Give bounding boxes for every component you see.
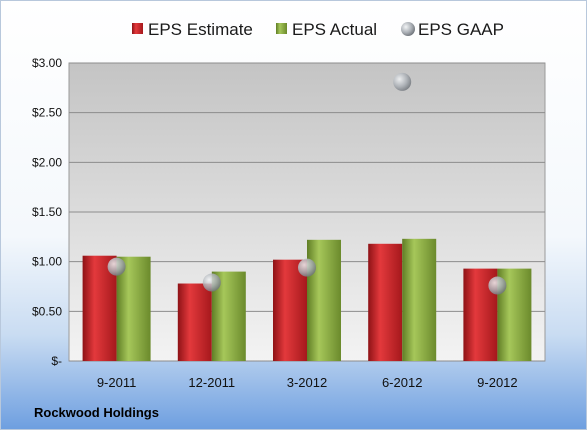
legend-swatch xyxy=(132,23,143,34)
gaap-marker xyxy=(202,273,221,292)
x-tick-label: 3-2012 xyxy=(287,375,327,390)
gaap-markers xyxy=(107,72,507,295)
legend-label: EPS Estimate xyxy=(148,20,253,39)
legend-label: EPS Actual xyxy=(292,20,377,39)
y-tick-label: $0.50 xyxy=(32,304,62,318)
x-tick-label: 6-2012 xyxy=(382,375,422,390)
y-tick-label: $2.00 xyxy=(32,155,62,169)
x-tick-label: 12-2011 xyxy=(188,375,235,390)
y-tick-label: $1.50 xyxy=(32,205,62,219)
actual-bar xyxy=(402,238,437,361)
x-axis-ticks: 9-2011 12-2011 3-2012 6-2012 9-2012 xyxy=(97,375,518,390)
actual-bar xyxy=(307,239,341,361)
y-tick-label: $- xyxy=(51,354,62,368)
y-axis-ticks: $- $0.50 $1.00 $1.50 $2.00 $2.50 $3.00 xyxy=(32,56,62,368)
legend: EPS Estimate EPS Actual EPS GAAP xyxy=(132,20,504,39)
legend-swatch xyxy=(401,22,415,36)
y-tick-label: $3.00 xyxy=(32,56,62,70)
legend-label: EPS GAAP xyxy=(418,20,504,39)
estimate-bar xyxy=(177,283,212,361)
gaap-marker xyxy=(107,257,126,276)
gaap-marker xyxy=(393,72,412,91)
estimate-bar xyxy=(273,259,307,361)
x-tick-label: 9-2011 xyxy=(97,375,137,390)
y-tick-label: $1.00 xyxy=(32,255,62,269)
estimate-bar xyxy=(368,243,403,361)
legend-swatch xyxy=(276,23,287,34)
gaap-marker xyxy=(488,276,507,295)
gaap-marker xyxy=(298,258,316,277)
actual-bar xyxy=(116,256,151,361)
x-tick-label: 9-2012 xyxy=(477,375,517,390)
company-name: Rockwood Holdings xyxy=(34,405,159,420)
y-tick-label: $2.50 xyxy=(32,106,62,120)
